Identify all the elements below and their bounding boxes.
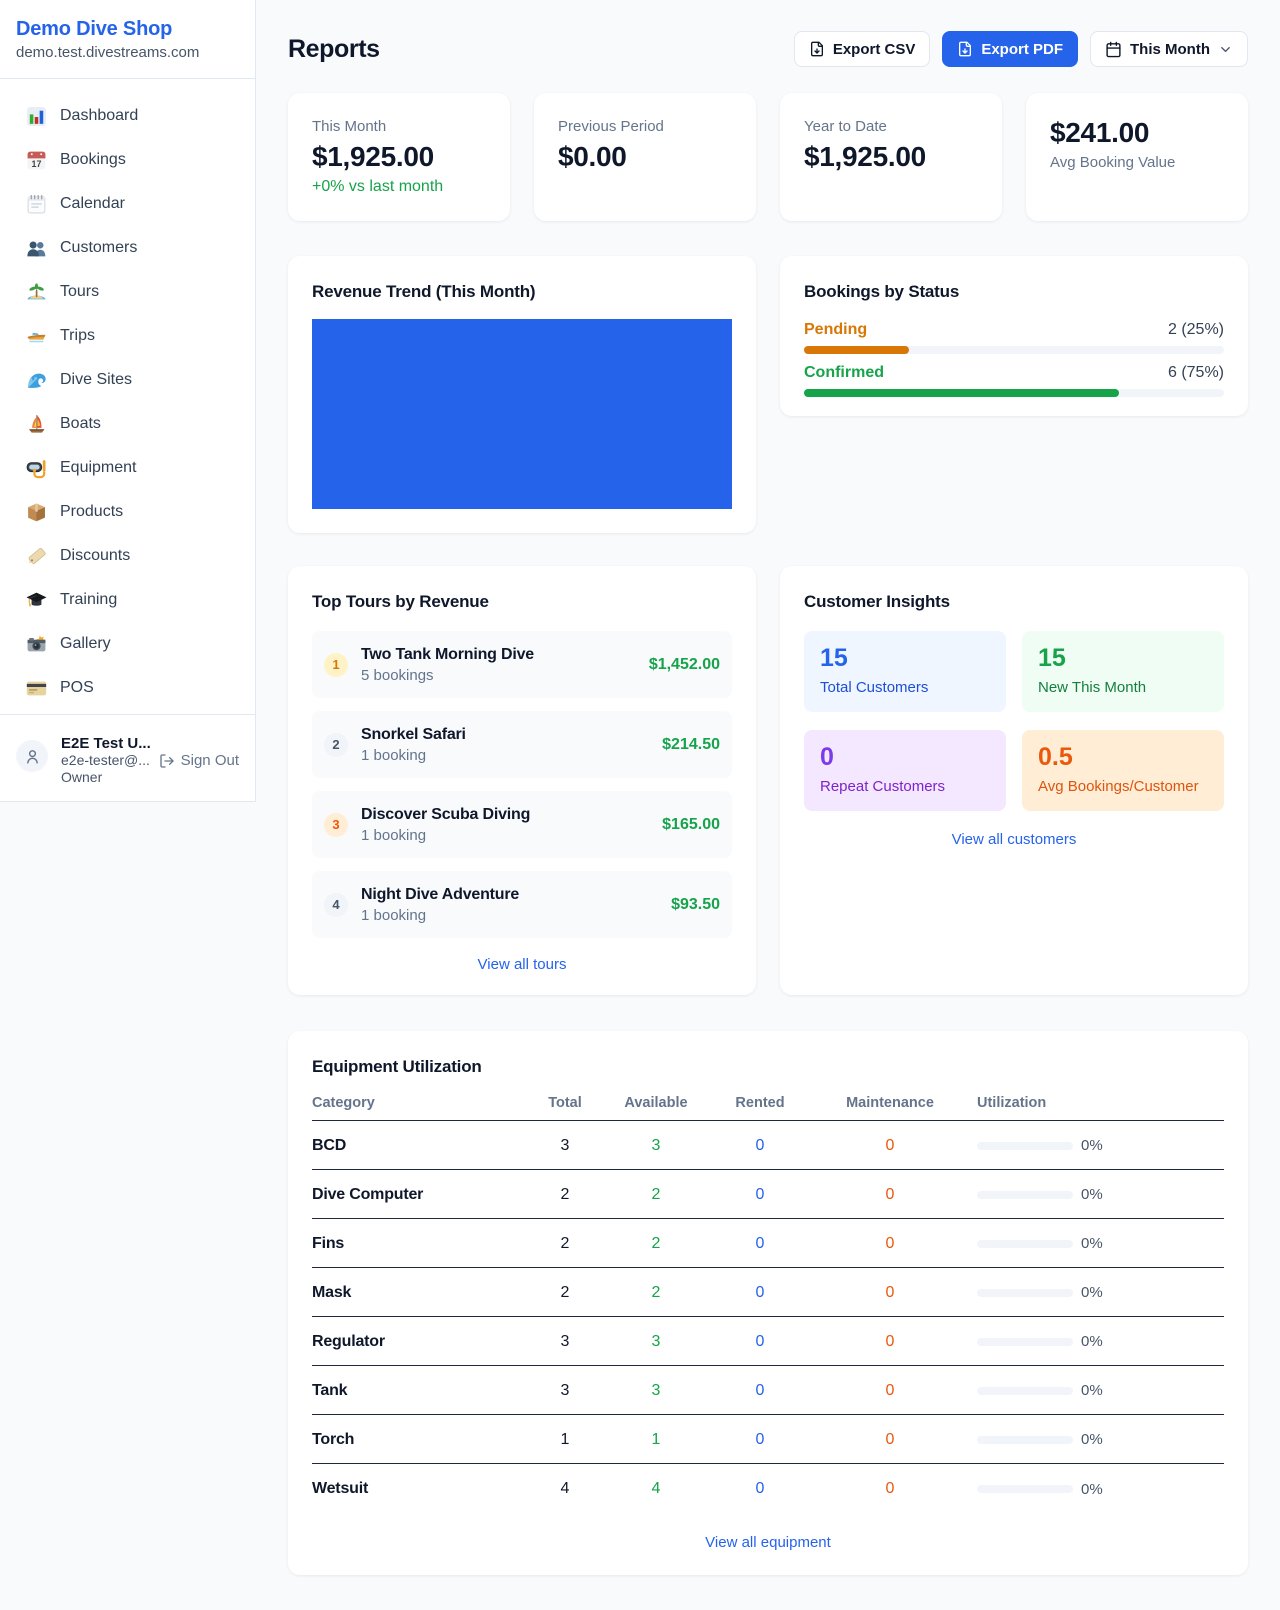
svg-text:17: 17	[32, 159, 42, 169]
